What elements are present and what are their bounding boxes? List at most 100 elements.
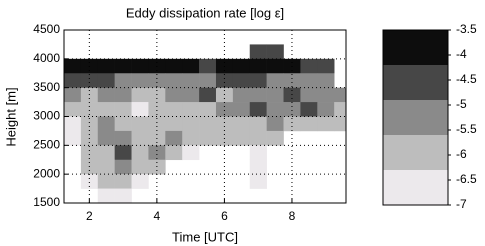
y-tick-label: 2500	[33, 138, 60, 152]
colorbar-band	[383, 30, 448, 65]
heat-cell	[266, 44, 284, 60]
axes: 2 4 6 8 1500 2000 2500 3000 3500 4000 4500 -3.5 -4 -4…	[33, 22, 477, 223]
heat-cell	[80, 145, 99, 161]
heat-cell	[182, 145, 200, 161]
colorbar-tick-label: -7	[456, 197, 467, 211]
heat-cell	[97, 102, 115, 117]
heat-cell	[114, 116, 132, 132]
heat-cell	[199, 58, 217, 74]
heat-cell	[97, 87, 115, 103]
heat-cell	[199, 116, 217, 132]
heat-cell	[131, 73, 149, 88]
heat-cell	[283, 102, 301, 117]
heat-cell	[300, 58, 318, 74]
heat-cell	[165, 116, 183, 132]
heat-cell	[182, 87, 200, 103]
heat-cell	[131, 174, 149, 189]
heat-cell	[148, 145, 166, 161]
heat-cell	[199, 130, 217, 146]
heat-cell	[114, 188, 132, 203]
heat-cell	[182, 130, 200, 146]
heat-cell	[249, 44, 267, 60]
colorbar-tick-label: -6	[456, 147, 467, 161]
heat-cell	[97, 145, 115, 161]
heat-cell	[300, 116, 318, 132]
colorbar-frame	[382, 29, 449, 206]
heat-cell	[266, 130, 284, 146]
heat-cell	[97, 159, 115, 175]
heat-cell	[182, 58, 200, 74]
heat-cell	[283, 116, 301, 132]
heat-cell	[266, 87, 284, 103]
heat-cell	[283, 73, 301, 88]
heat-cell	[317, 102, 335, 117]
heat-cell	[232, 116, 251, 132]
colorbar-tick-label: -4.5	[456, 72, 477, 86]
heat-cell	[114, 159, 132, 175]
heat-cell	[232, 58, 251, 74]
heat-cell	[300, 102, 318, 117]
heat-cell	[148, 159, 166, 175]
heat-cell	[114, 174, 132, 189]
heat-cell	[199, 102, 217, 117]
heat-cell	[249, 58, 267, 74]
heat-cell	[148, 102, 166, 117]
heat-cell	[97, 116, 115, 132]
heat-cell	[165, 73, 183, 88]
heat-cell	[300, 87, 318, 103]
heat-cell	[199, 73, 217, 88]
chart-title: Eddy dissipation rate [log ε]	[126, 5, 284, 20]
heat-cell	[64, 87, 82, 103]
heat-cell	[317, 87, 335, 103]
heat-cell	[80, 102, 99, 117]
x-axis-label: Time [UTC]	[172, 229, 238, 244]
heat-cell	[97, 58, 115, 74]
heat-cell	[64, 102, 82, 117]
heat-cell	[114, 87, 132, 103]
heat-cell	[97, 73, 115, 88]
heat-cell	[300, 73, 318, 88]
heat-cell	[114, 102, 132, 117]
heat-cell	[334, 87, 346, 103]
heat-cell	[165, 145, 183, 161]
y-tick-label: 4500	[33, 22, 60, 36]
heat-cell	[64, 116, 82, 132]
y-tick-label: 2000	[33, 166, 60, 180]
heat-cell	[215, 87, 234, 103]
heat-cell	[283, 87, 301, 103]
colorbar-tick-label: -6.5	[456, 172, 477, 186]
heat-cell	[249, 116, 267, 132]
heat-cell	[266, 102, 284, 117]
heat-cell	[97, 130, 115, 146]
y-tick-label: 3500	[33, 80, 60, 94]
plot-frame	[63, 29, 347, 204]
colorbar-band	[383, 170, 448, 205]
x-tick-label: 2	[86, 209, 93, 223]
heat-cell	[182, 73, 200, 88]
colorbar-tick-label: -4	[456, 47, 467, 61]
heat-cell	[114, 130, 132, 146]
heat-cell	[249, 145, 267, 161]
heat-cell	[131, 145, 149, 161]
heat-cell	[97, 174, 115, 189]
heat-cell	[148, 87, 166, 103]
colorbar-band	[383, 100, 448, 135]
heat-cell	[182, 102, 200, 117]
heat-cell	[232, 102, 251, 117]
heat-cell	[266, 116, 284, 132]
heat-cell	[80, 73, 99, 88]
heat-cell	[215, 116, 234, 132]
colorbar-tick-label: -5	[456, 97, 467, 111]
colorbar-tick-label: -3.5	[456, 22, 477, 36]
heat-cell	[249, 87, 267, 103]
heat-cell	[131, 102, 149, 117]
x-tick-label: 6	[221, 209, 228, 223]
heat-cell	[131, 130, 149, 146]
heat-cell	[131, 87, 149, 103]
heat-cell	[114, 58, 132, 74]
y-tick-label: 1500	[33, 195, 60, 209]
heat-cell	[215, 102, 234, 117]
heat-cell	[80, 87, 99, 103]
heat-cell	[64, 130, 82, 146]
heat-cell	[148, 116, 166, 132]
